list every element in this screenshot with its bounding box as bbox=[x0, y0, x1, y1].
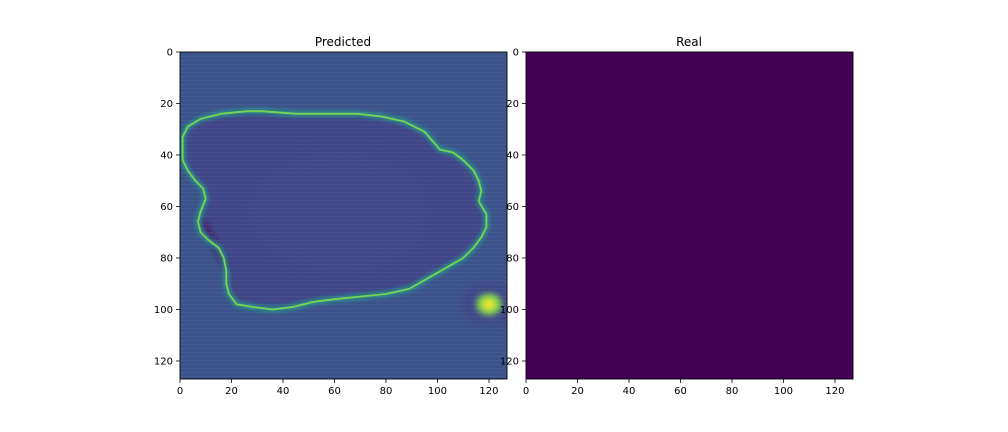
real-ytick-label: 60 bbox=[506, 202, 519, 213]
predicted-ytick-label: 120 bbox=[154, 356, 173, 367]
predicted-ytick-label: 40 bbox=[160, 150, 173, 161]
real-xtick-label: 80 bbox=[726, 386, 739, 397]
real-image-fill bbox=[526, 52, 853, 379]
predicted-ytick-label: 0 bbox=[167, 48, 173, 59]
real-xtick-label: 60 bbox=[674, 386, 687, 397]
predicted-ytick-label: 60 bbox=[160, 202, 173, 213]
predicted-xtick-label: 60 bbox=[328, 386, 341, 397]
predicted-ytick-label: 100 bbox=[154, 305, 173, 316]
predicted-xtick-label: 80 bbox=[380, 386, 393, 397]
predicted-x-axis: 0 20 40 60 80 100 120 bbox=[177, 379, 499, 397]
real-x-axis: 0 20 40 60 80 100 120 bbox=[523, 379, 845, 397]
predicted-xtick-label: 100 bbox=[428, 386, 447, 397]
real-ytick-label: 80 bbox=[506, 253, 519, 264]
predicted-panel: Predicted 0 20 40 60 80 100 120 0 20 40 60 80 100 12… bbox=[154, 35, 508, 397]
predicted-ytick-label: 20 bbox=[160, 99, 173, 110]
real-ytick-label: 100 bbox=[500, 305, 519, 316]
real-xtick-label: 40 bbox=[623, 386, 636, 397]
real-ytick-label: 40 bbox=[506, 150, 519, 161]
predicted-xtick-label: 0 bbox=[177, 386, 183, 397]
real-xtick-label: 120 bbox=[825, 386, 844, 397]
real-panel: Real 0 20 40 60 80 100 120 0 20 40 60 80 100 120 bbox=[500, 35, 854, 397]
predicted-xtick-label: 120 bbox=[479, 386, 498, 397]
real-xtick-label: 100 bbox=[774, 386, 793, 397]
real-ytick-label: 120 bbox=[500, 356, 519, 367]
real-heatmap bbox=[526, 52, 853, 379]
predicted-y-axis: 0 20 40 60 80 100 120 bbox=[154, 48, 180, 367]
real-xtick-label: 0 bbox=[523, 386, 529, 397]
predicted-heatmap bbox=[180, 52, 507, 379]
predicted-xtick-label: 40 bbox=[277, 386, 290, 397]
predicted-title: Predicted bbox=[315, 35, 371, 49]
real-xtick-label: 20 bbox=[571, 386, 584, 397]
predicted-texture bbox=[180, 52, 507, 379]
real-title: Real bbox=[676, 35, 702, 49]
real-frame bbox=[525, 51, 854, 380]
predicted-ytick-label: 80 bbox=[160, 253, 173, 264]
predicted-frame bbox=[179, 51, 508, 380]
real-ytick-label: 20 bbox=[506, 99, 519, 110]
predicted-xtick-label: 20 bbox=[225, 386, 238, 397]
real-y-axis: 0 20 40 60 80 100 120 bbox=[500, 48, 526, 367]
real-ytick-label: 0 bbox=[513, 48, 519, 59]
